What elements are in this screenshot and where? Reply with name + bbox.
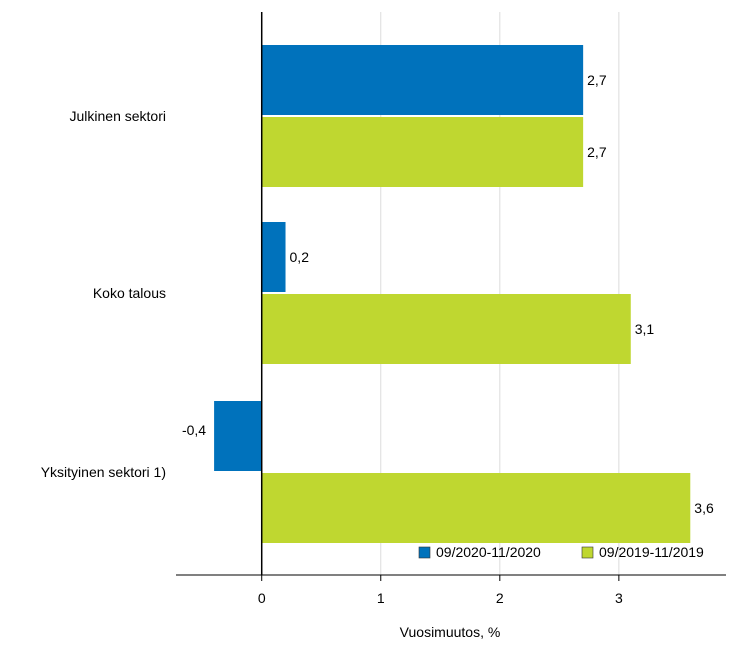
bar [261,294,631,364]
category-label: Julkinen sektori [70,108,167,124]
bar [261,473,691,543]
data-label: 0,2 [290,249,310,265]
x-tick-label: 0 [258,590,266,606]
legend-swatch [418,546,431,559]
legend-swatch [581,546,594,559]
labels: 2,7 0,2 -0,4 2,7 3,1 3,6 Julkinen sektori Koko … [41,72,714,640]
x-tick-label: 3 [615,590,623,606]
bars [214,45,691,543]
bar [261,117,584,187]
x-axis-title: Vuosimuutos, % [400,624,501,640]
legend-label: 09/2020-11/2020 [436,544,541,560]
legend: 09/2020-11/2020 09/2019-11/2019 [418,544,704,560]
bar [261,45,584,115]
data-label: 2,7 [587,72,607,88]
category-label: Koko talous [93,285,166,301]
category-label: Yksityinen sektori 1) [41,464,166,480]
data-label: -0,4 [182,422,206,438]
bar [214,401,262,471]
data-label: 3,6 [694,500,714,516]
data-label: 2,7 [587,144,607,160]
bar [261,222,286,292]
axes [176,12,726,581]
x-tick-label: 1 [377,590,385,606]
x-tick-label: 2 [496,590,504,606]
data-label: 3,1 [635,321,655,337]
legend-label: 09/2019-11/2019 [599,544,704,560]
